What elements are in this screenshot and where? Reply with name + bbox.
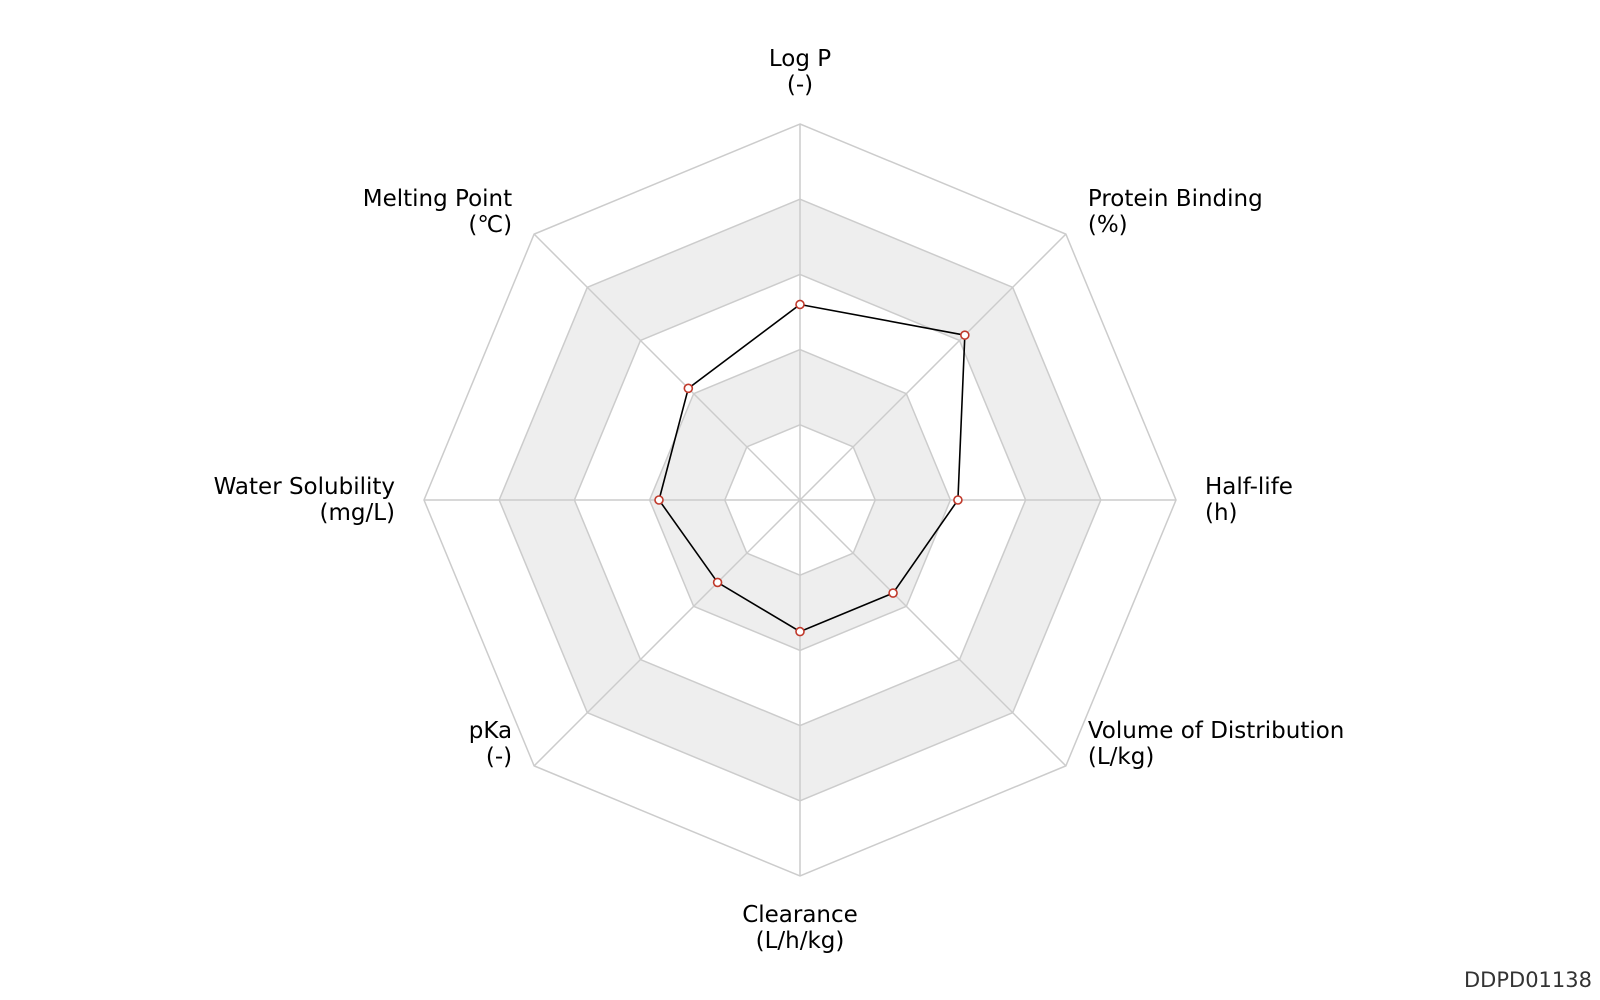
axis-label-unit-3: (L/kg) [1088,744,1154,770]
axis-label-unit-0: (-) [787,72,813,98]
axis-label-unit-6: (mg/L) [319,500,395,526]
axis-label-name-6: Water Solubility [214,474,395,500]
radar-point-0-3 [888,588,898,598]
radar-point-0-2 [953,495,963,505]
radar-point-0-5 [712,577,723,588]
radar-point-0-4 [795,626,805,637]
axis-label-unit-1: (%) [1088,212,1128,238]
axis-label-unit-7: (℃) [468,212,512,238]
radar-spoke-1 [799,233,1067,501]
axis-label-name-2: Half-life [1205,474,1293,500]
radar-spoke-5 [533,499,801,767]
watermark-id: DDPD01138 [1464,968,1592,992]
axis-label-name-1: Protein Binding [1088,186,1263,212]
axis-label-unit-5: (-) [486,744,512,770]
radar-spokes [424,124,1176,876]
radar-axis-labels: Log P(-)Protein Binding(%)Half-life(h)Vo… [214,46,1345,954]
axis-label-unit-4: (L/h/kg) [756,928,845,954]
radar-point-0-6 [654,495,664,505]
axis-label-unit-2: (h) [1205,500,1238,526]
axis-label-name-4: Clearance [742,902,858,928]
axis-label-name-0: Log P [769,46,831,72]
radar-series [654,299,970,637]
axis-label-name-3: Volume of Distribution [1088,718,1345,744]
radar-point-0-1 [960,330,970,340]
radar-spoke-7 [533,233,801,501]
radar-spoke-3 [799,499,1067,767]
radar-point-0-0 [795,299,805,310]
axis-label-name-7: Melting Point [363,186,512,212]
radar-point-0-7 [683,383,694,394]
axis-label-name-5: pKa [469,718,512,744]
